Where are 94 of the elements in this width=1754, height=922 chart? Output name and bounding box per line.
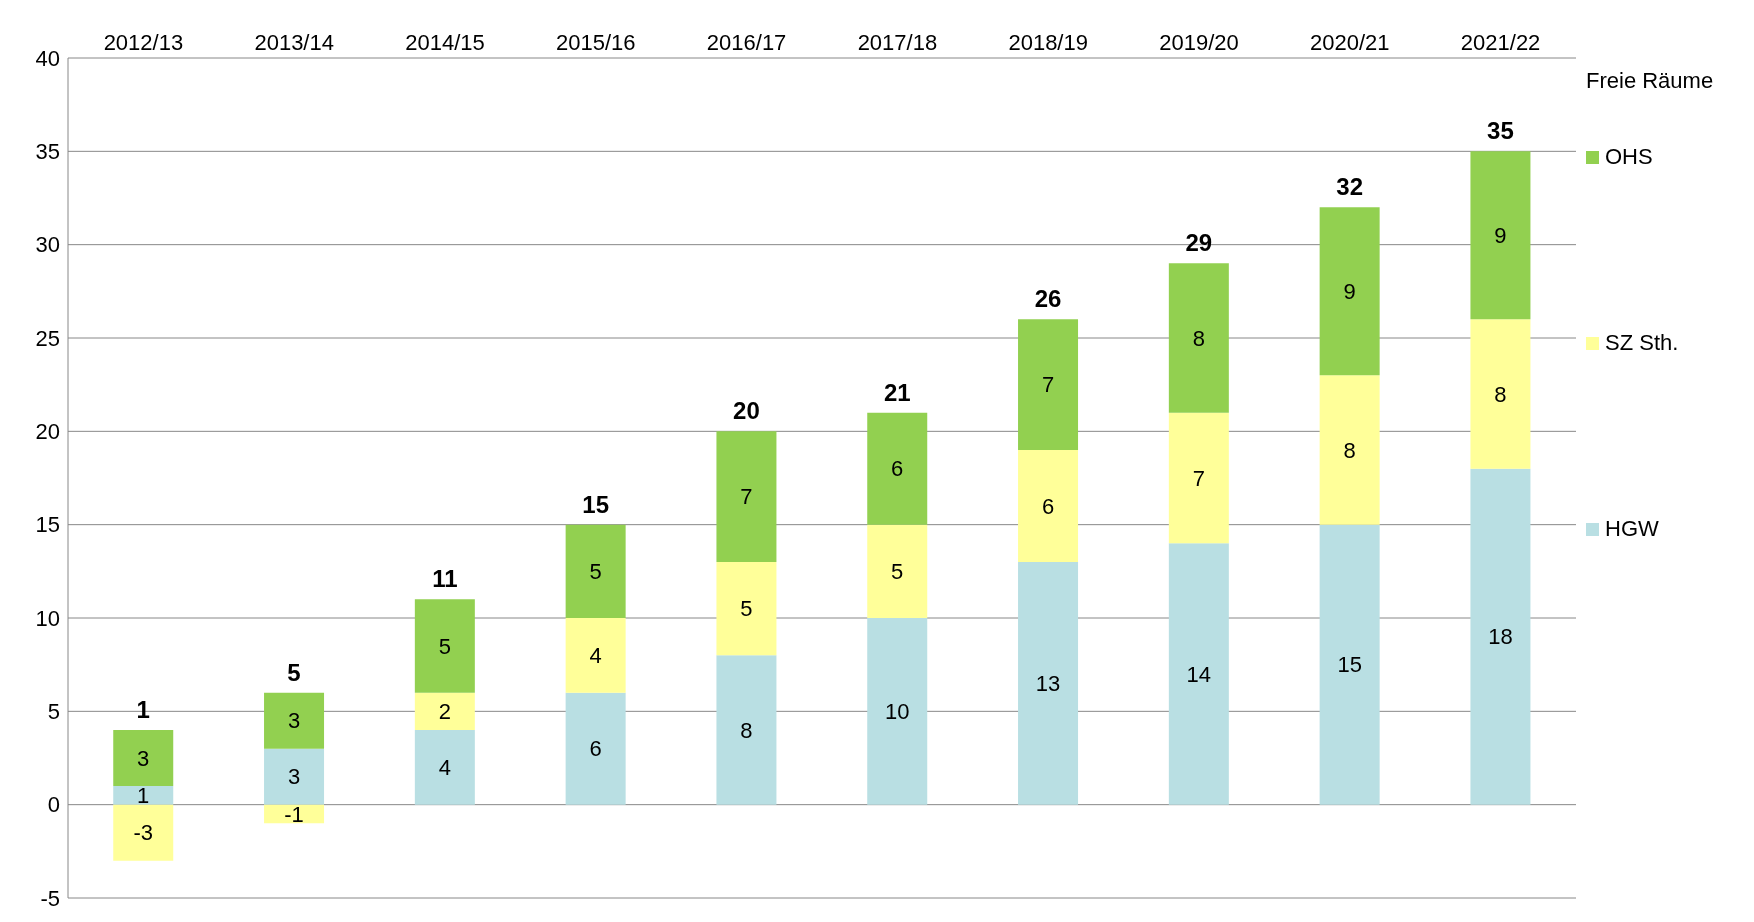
- data-label: 5: [740, 596, 753, 622]
- data-label: 1: [137, 783, 150, 809]
- bar: [716, 655, 777, 805]
- data-label: 7: [740, 484, 753, 510]
- y-tick-label: -5: [40, 885, 60, 911]
- bar: [867, 618, 928, 805]
- bar: [1470, 151, 1531, 320]
- bar: [1018, 319, 1079, 450]
- bar: [264, 748, 325, 805]
- x-tick-label: 2015/16: [556, 30, 636, 55]
- data-label: 4: [438, 755, 451, 781]
- x-tick-label: 2018/19: [1008, 30, 1088, 55]
- x-tick-label: 2019/20: [1159, 30, 1239, 55]
- x-tick-label: 2014/15: [405, 30, 485, 55]
- data-label: 15: [1337, 652, 1362, 678]
- x-tick-label: 2013/14: [254, 30, 334, 55]
- data-label: 7: [1041, 372, 1055, 398]
- legend-title: Freie Räume: [1586, 68, 1715, 94]
- data-label: 10: [885, 699, 910, 725]
- y-tick-label: 35: [35, 139, 60, 165]
- bar: [867, 524, 928, 618]
- legend-label: OHS: [1605, 144, 1653, 170]
- data-label: 2: [438, 699, 451, 725]
- bar: [1018, 450, 1079, 562]
- bar: [264, 804, 325, 824]
- bar: [565, 524, 626, 618]
- data-label: 3: [287, 764, 301, 790]
- bar: [1319, 207, 1380, 376]
- data-label: 5: [438, 633, 451, 659]
- bar: [113, 804, 174, 861]
- total-label: 32: [1336, 173, 1363, 201]
- data-label: 13: [1035, 671, 1061, 697]
- data-label: -1: [284, 801, 304, 827]
- bar: [414, 730, 475, 805]
- data-label: -3: [133, 820, 154, 846]
- x-tick-label: 2012/13: [103, 30, 184, 55]
- bar: [1168, 543, 1229, 805]
- total-label: 35: [1487, 117, 1514, 145]
- y-tick-label: 15: [35, 512, 60, 538]
- bar: [113, 786, 174, 805]
- bar: [1319, 524, 1380, 805]
- x-tick-label: 2017/18: [857, 30, 938, 55]
- data-label: 18: [1488, 624, 1513, 650]
- data-label: 5: [891, 559, 904, 585]
- data-label: 14: [1186, 661, 1212, 687]
- legend-label: SZ Sth.: [1605, 330, 1679, 356]
- bar: [264, 692, 325, 749]
- y-tick-label: 10: [35, 605, 60, 631]
- data-label: 3: [287, 708, 301, 734]
- bar: [565, 692, 626, 805]
- total-label: 5: [287, 658, 301, 686]
- data-label: 8: [1192, 325, 1205, 351]
- data-label: 4: [589, 643, 602, 669]
- total-label: 1: [136, 696, 150, 723]
- x-tick-label: 2021/22: [1460, 30, 1541, 55]
- total-label: 26: [1034, 285, 1062, 313]
- data-label: 3: [137, 745, 150, 771]
- y-tick-label: 5: [47, 699, 60, 725]
- data-label: 6: [589, 736, 602, 762]
- bar: [1168, 263, 1229, 413]
- bar: [1319, 375, 1380, 525]
- bar: [414, 692, 475, 730]
- x-tick-label: 2020/21: [1310, 30, 1390, 55]
- data-label: 6: [891, 456, 904, 482]
- bar: [1470, 319, 1531, 469]
- x-tick-label: 2016/17: [706, 30, 787, 55]
- bar: [867, 412, 928, 525]
- data-label: 8: [1343, 437, 1356, 463]
- total-label: 21: [883, 378, 911, 406]
- bar: [1018, 562, 1079, 805]
- total-label: 15: [582, 490, 609, 518]
- data-label: 8: [740, 717, 753, 743]
- total-label: 20: [733, 397, 760, 425]
- bar: [716, 431, 777, 562]
- data-label: 9: [1343, 279, 1356, 305]
- bar: [1470, 468, 1531, 805]
- bar: [716, 562, 777, 656]
- data-label: 8: [1494, 381, 1507, 407]
- y-tick-label: 0: [47, 792, 60, 818]
- y-tick-label: 20: [35, 419, 60, 445]
- bar: [565, 618, 626, 693]
- bar: [113, 730, 174, 786]
- data-label: 9: [1494, 223, 1507, 249]
- data-label: 6: [1041, 493, 1055, 519]
- y-tick-label: 30: [35, 232, 60, 258]
- y-tick-label: 25: [35, 325, 60, 351]
- total-label: 29: [1185, 229, 1213, 257]
- bar: [414, 599, 475, 693]
- y-tick-label: 40: [35, 45, 60, 71]
- total-label: 11: [432, 565, 458, 593]
- legend-label: HGW: [1605, 516, 1659, 542]
- data-label: 5: [589, 559, 602, 585]
- bar: [1168, 412, 1229, 544]
- data-label: 7: [1192, 465, 1205, 491]
